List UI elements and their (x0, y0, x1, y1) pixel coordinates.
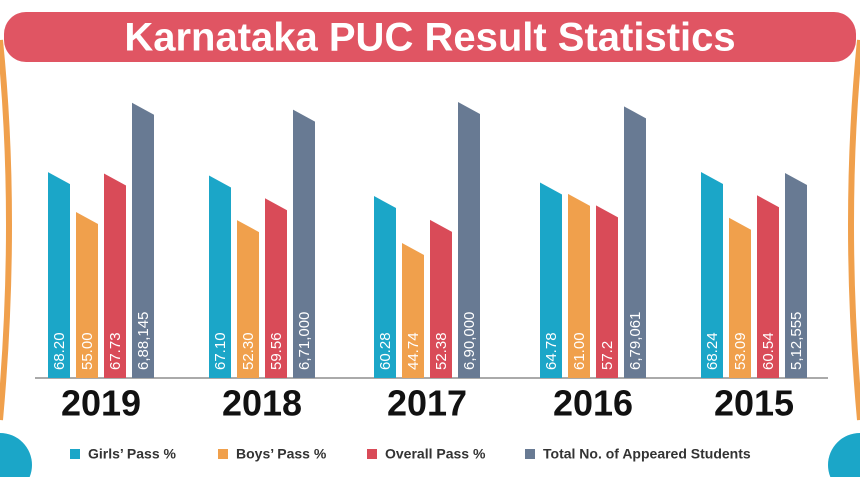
value-label: 52.38 (433, 332, 450, 370)
bar (48, 172, 70, 378)
bar (540, 182, 562, 378)
decor-arc (848, 39, 860, 421)
value-label: 44.74 (405, 332, 422, 370)
value-label: 6,90,000 (461, 312, 478, 370)
bar (701, 172, 723, 378)
bar (132, 102, 154, 378)
bar (757, 195, 779, 378)
value-label: 6,79,061 (627, 312, 644, 370)
value-label: 68.24 (704, 332, 721, 370)
bar (430, 219, 452, 378)
bar (374, 196, 396, 378)
x-tick-label: 2015 (714, 383, 794, 424)
bar (209, 175, 231, 378)
x-tick-label: 2019 (61, 383, 141, 424)
legend-swatch (367, 449, 377, 459)
bar (596, 205, 618, 378)
bar (237, 220, 259, 378)
legend-swatch (70, 449, 80, 459)
legend-label: Overall Pass % (385, 446, 486, 462)
value-label: 60.28 (377, 332, 394, 370)
value-label: 53.09 (732, 332, 749, 370)
value-label: 67.73 (107, 332, 124, 370)
decor-arc (0, 39, 12, 421)
legend-swatch (218, 449, 228, 459)
value-label: 6,88,145 (135, 312, 152, 370)
decor-circle (0, 433, 32, 477)
x-tick-label: 2016 (553, 383, 633, 424)
value-label: 6,71,000 (296, 312, 313, 370)
value-label: 64.78 (543, 332, 560, 370)
legend-label: Total No. of Appeared Students (543, 446, 751, 462)
value-label: 52.30 (240, 332, 257, 370)
value-label: 68.20 (51, 332, 68, 370)
title-band (4, 12, 856, 62)
value-label: 57.2 (599, 341, 616, 370)
x-tick-label: 2017 (387, 383, 467, 424)
bar (458, 102, 480, 378)
value-label: 60.54 (760, 332, 777, 370)
decor-circle (828, 433, 860, 477)
value-label: 67.10 (212, 332, 229, 370)
bar (265, 198, 287, 378)
value-label: 55.00 (79, 332, 96, 370)
bar (624, 106, 646, 378)
value-label: 59.56 (268, 332, 285, 370)
value-label: 61.00 (571, 332, 588, 370)
legend-swatch (525, 449, 535, 459)
bar (76, 211, 98, 378)
bar (729, 217, 751, 378)
chart-title: Karnataka PUC Result Statistics (124, 16, 735, 60)
bar (402, 242, 424, 378)
x-tick-label: 2018 (222, 383, 302, 424)
bar (104, 173, 126, 378)
bar (293, 109, 315, 378)
legend-label: Boys’ Pass % (236, 446, 327, 462)
bar (568, 193, 590, 378)
legend-label: Girls’ Pass % (88, 446, 176, 462)
bar (785, 172, 807, 378)
value-label: 5,12,555 (788, 312, 805, 370)
